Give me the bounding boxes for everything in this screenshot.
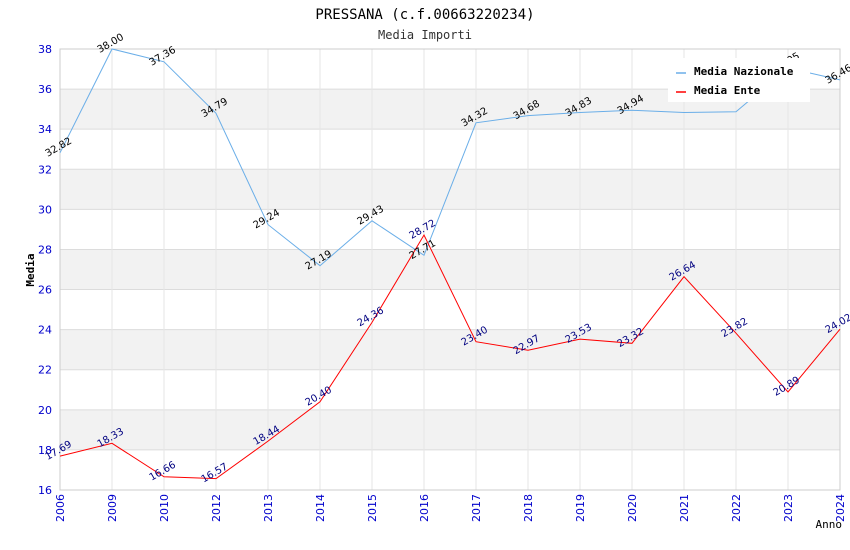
x-tick-label: 2024 (834, 494, 847, 522)
x-tick-label: 2013 (262, 494, 275, 522)
y-tick-label: 18 (38, 444, 52, 457)
x-tick-label: 2012 (210, 494, 223, 522)
legend-label-naz: Media Nazionale (694, 65, 794, 78)
data-label: 32.82 (44, 136, 74, 160)
x-axis-ticks: 2006 2009 2010 2012 2013 2014 2015 2016 2017 2018… (54, 494, 847, 522)
data-label: 37.36 (148, 45, 178, 69)
y-axis-label: Media (24, 253, 37, 286)
x-axis-label: Anno (816, 518, 843, 531)
x-tick-label: 2015 (366, 494, 379, 522)
data-label: 16.57 (200, 461, 230, 485)
series-line-media-nazionale (59, 48, 841, 267)
grid-band (60, 329, 840, 370)
data-label: 36.46 (824, 63, 850, 87)
x-tick-label: 2017 (470, 494, 483, 522)
x-tick-label: 2020 (626, 494, 639, 522)
plot-frame (59, 48, 841, 491)
data-label: 24.36 (356, 305, 386, 329)
y-axis-ticks: 16 18 20 22 24 26 28 30 32 34 36 38 (38, 43, 52, 497)
grid-band (60, 249, 840, 290)
x-tick-label: 2021 (678, 494, 691, 522)
x-tick-label: 2018 (522, 494, 535, 522)
y-tick-label: 30 (38, 203, 52, 216)
data-label: 17.69 (44, 439, 74, 463)
chart-title: PRESSANA (c.f.00663220234) (315, 7, 534, 23)
y-tick-label: 20 (38, 404, 52, 417)
y-tick-label: 16 (38, 484, 52, 497)
legend: Media Nazionale Media Ente (668, 58, 810, 102)
grid-lines (59, 48, 841, 491)
x-tick-label: 2014 (314, 494, 327, 522)
legend-box (668, 58, 810, 102)
x-tick-label: 2023 (782, 494, 795, 522)
x-tick-label: 2006 (54, 494, 67, 522)
y-tick-label: 28 (38, 243, 52, 256)
data-label: 20.40 (304, 385, 334, 409)
x-tick-label: 2022 (730, 494, 743, 522)
x-tick-label: 2019 (574, 494, 587, 522)
chart-subtitle: Media Importi (378, 28, 472, 42)
y-tick-label: 34 (38, 123, 52, 136)
data-label: 28.72 (408, 218, 438, 242)
y-tick-label: 24 (38, 324, 52, 337)
y-tick-label: 36 (38, 83, 52, 96)
background-bands (60, 89, 840, 450)
y-tick-label: 26 (38, 284, 52, 297)
data-label: 16.66 (148, 460, 178, 484)
y-tick-label: 32 (38, 163, 52, 176)
data-label: 29.24 (252, 208, 282, 232)
x-tick-label: 2016 (418, 494, 431, 522)
legend-label-ente: Media Ente (694, 84, 761, 97)
series-lines (59, 48, 841, 480)
x-tick-label: 2010 (158, 494, 171, 522)
grid-band (60, 409, 840, 450)
series-line-media-ente (59, 233, 841, 480)
y-tick-label: 22 (38, 364, 52, 377)
x-tick-label: 2009 (106, 494, 119, 522)
y-tick-label: 38 (38, 43, 52, 56)
